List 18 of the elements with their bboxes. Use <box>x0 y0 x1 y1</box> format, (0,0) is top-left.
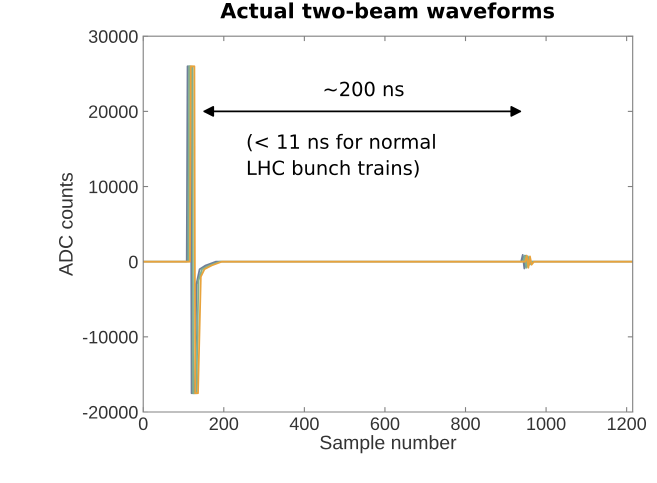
x-tick-label: 800 <box>451 417 480 430</box>
annotation: (< 11 ns for normal LHC bunch trains) <box>248 134 435 178</box>
y-tick-label: 20000 <box>89 105 138 118</box>
x-tick-label: 0 <box>138 417 148 430</box>
y-tick-label: 10000 <box>90 180 138 194</box>
x-tick-label: 600 <box>370 417 400 430</box>
y-tick-label: -10000 <box>82 330 138 344</box>
x-tick-label: 200 <box>210 417 238 430</box>
x-axis-title: Sample number <box>320 435 456 454</box>
y-axis-title: ADC counts <box>58 172 73 276</box>
y-tick-label: 30000 <box>88 30 138 43</box>
annotation: ~200 ns <box>324 82 404 96</box>
y-tick-label: 0 <box>129 256 138 268</box>
x-tick-label: 1200 <box>608 417 646 430</box>
chart-title: Actual two-beam waveforms <box>220 2 554 19</box>
x-tick-label: 1000 <box>527 417 566 430</box>
x-tick-label: 400 <box>290 417 319 430</box>
y-tick-label: -20000 <box>82 406 138 419</box>
